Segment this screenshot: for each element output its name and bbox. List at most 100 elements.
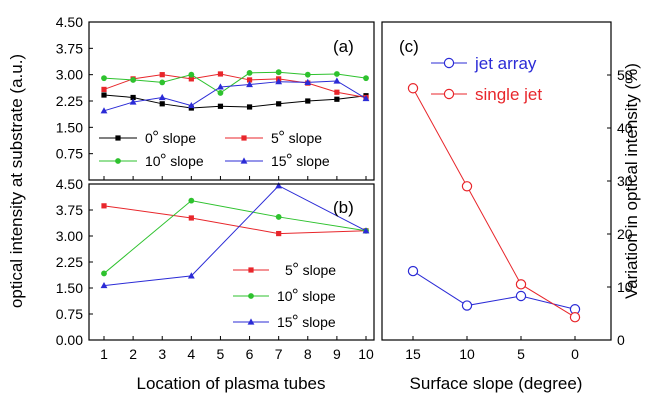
panel-b-series-1-point	[275, 214, 282, 220]
panel-c-y-tick-label: 40	[617, 120, 633, 136]
panel-a-legend-marker	[115, 135, 121, 141]
panel-b-marks: 4.50 3.75 3.00 2.25 1.50 0.75 0.00 1 2 3 4 5 6 7 8 9 10	[56, 176, 374, 362]
panel-b-legend-suffix: slope	[302, 314, 336, 330]
panel-a-y-tick-label: 4.50	[56, 14, 83, 30]
panel-a-series-2-point	[188, 71, 195, 78]
panel-a-series-0-point	[305, 98, 311, 104]
panel-c-series-1-point	[515, 279, 527, 290]
panel-b-y-tick-label: 0.75	[56, 306, 83, 322]
panel-a-legend-suffix: slope	[289, 130, 323, 146]
panel-b-legend-marker	[248, 267, 254, 273]
panel-a-series-2-point	[159, 79, 166, 86]
panel-a-legend-degree-icon	[279, 130, 284, 136]
panel-a-series-0-point	[130, 94, 136, 101]
panel-a-marks: 4.50 3.75 3.00 2.25 1.50 0.75	[56, 14, 370, 180]
panel-a-series-2-point	[101, 75, 107, 82]
panel-a-legend-label: 15	[271, 153, 287, 169]
panel-a-series-2-point	[363, 75, 369, 82]
panel-b-x-tick-label: 3	[158, 346, 166, 362]
panel-c-legend: jet array single jet	[431, 54, 542, 104]
panel-a-series-3-point	[304, 78, 312, 85]
panel-a-series-1-point	[101, 86, 107, 93]
panel-a-series-3-point	[187, 101, 195, 109]
panel-b-legend-marker	[247, 318, 255, 325]
panel-b-y-tick-label: 4.50	[56, 176, 83, 192]
panel-a-legend-label: 0	[145, 130, 153, 146]
panel-a-series-2-point	[333, 71, 340, 77]
panel-c-series-0-line	[412, 270, 576, 310]
panel-b-label: (b)	[333, 198, 354, 217]
panel-a-series-2-point	[217, 90, 224, 96]
panel-b-series-1-point	[188, 197, 195, 204]
panel-c-y-tick-label: 10	[617, 279, 633, 295]
panel-a-frame	[88, 21, 375, 181]
panel-a-series-1-line	[103, 73, 367, 98]
panel-c-series-0-point	[407, 265, 419, 277]
panel-c-series-1-point	[569, 312, 581, 323]
panel-b-legend-degree-icon	[292, 314, 298, 320]
panel-a-series-1-point	[334, 89, 340, 95]
panel-c-legend-label: single jet	[475, 85, 542, 104]
panel-a-series-1-point	[217, 71, 224, 77]
panel-b-series-1-point	[101, 270, 107, 277]
panel-c-y-tick-label: 0	[617, 332, 625, 348]
panel-a-legend-marker	[115, 158, 121, 164]
panel-a-series-3-point	[217, 83, 224, 90]
panel-c-series-0-point	[461, 300, 473, 311]
panel-b-series-2-line	[103, 185, 367, 287]
panel-b-legend-suffix: slope	[302, 288, 336, 304]
panel-a-series-3-point	[275, 78, 283, 85]
panel-b-x-tick-label: 10	[358, 346, 374, 362]
panel-c-legend-label: jet array	[474, 54, 537, 73]
panel-b-series-0-point	[101, 203, 107, 209]
panel-a-y-tick-label: 3.00	[56, 67, 83, 83]
panel-c-series-1-point	[461, 181, 473, 192]
panel-c-legend-marker	[443, 88, 455, 100]
panel-a-legend-suffix: slope	[163, 130, 197, 146]
panel-b-x-tick-label: 1	[100, 346, 108, 362]
panel-b-y-tick-label: 1.50	[56, 280, 83, 296]
panel-a-series-2-point	[130, 77, 137, 83]
panel-b-series-2-point	[275, 182, 283, 189]
panel-a-legend-marker	[240, 157, 248, 164]
panel-b-legend: 5 slope 10 slope 15 slope	[233, 262, 336, 330]
panel-a-series-2-point	[246, 70, 253, 76]
panel-c-x-axis-label: Surface slope (degree)	[410, 374, 583, 393]
panel-c-legend-marker	[443, 57, 455, 69]
panel-c-frame	[381, 21, 612, 341]
panel-a-legend-degree-icon	[160, 153, 166, 159]
panel-c-x-tick-label: 0	[571, 346, 579, 362]
panel-b-x-tick-label: 4	[187, 346, 195, 362]
panel-c-series-0-point	[515, 290, 527, 302]
panel-a-legend-label: 5	[271, 130, 279, 146]
panel-a-series-3-line	[103, 80, 367, 112]
panel-a-series-0-point	[276, 101, 282, 107]
panel-b-legend-label: 15	[277, 314, 293, 330]
panel-b-legend-label: 10	[277, 288, 293, 304]
panel-b-x-tick-label: 6	[246, 346, 254, 362]
panel-a-series-3-point	[129, 98, 137, 105]
panel-a-legend-degree-icon	[286, 153, 292, 159]
panel-b-legend-suffix: slope	[303, 262, 337, 278]
panel-b-legend-degree-icon	[293, 262, 298, 268]
panel-c-series-1-line	[412, 88, 576, 318]
panel-a-legend-label: 10	[145, 153, 161, 169]
panel-b-x-tick-label: 9	[333, 346, 341, 362]
panel-a-series-3-point	[100, 107, 108, 114]
panel-a-series-3-point	[362, 94, 370, 102]
panel-a-series-3-point	[158, 93, 166, 101]
panel-a-label: (a)	[333, 37, 354, 56]
panel-b-x-tick-label: 5	[217, 346, 225, 362]
panel-a-series-0-point	[101, 92, 107, 98]
panel-c-series-1-point	[407, 83, 419, 94]
panel-b-series-0-point	[276, 230, 282, 237]
panel-a-series-0-point	[334, 96, 340, 102]
panel-c-y-tick-label: 50	[617, 67, 633, 83]
panel-c-y-tick-label: 20	[617, 226, 633, 242]
panel-b: 4.503.753.002.251.500.750.001 2 3 4 5 6 7 8 9 10 …	[56, 176, 375, 362]
panel-a-y-tick-label: 1.50	[56, 119, 83, 135]
panel-b-legend-marker	[248, 293, 254, 299]
panel-a-y-tick-label: 2.25	[56, 93, 83, 109]
panel-c-label: (c)	[399, 37, 419, 56]
